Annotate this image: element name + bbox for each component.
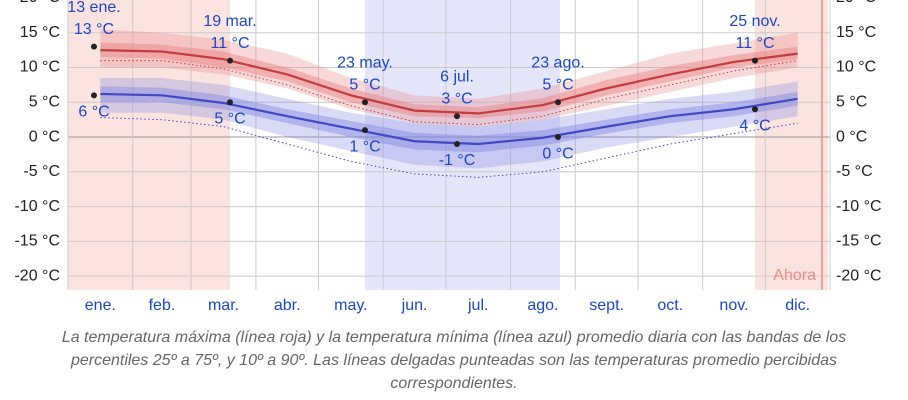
y-tick-label: 0 °C (836, 128, 867, 145)
min-marker (362, 127, 368, 134)
min-label: -1 °C (439, 152, 476, 169)
y-tick-label: -5 °C (23, 163, 60, 180)
caption: La temperatura máxima (línea roja) y la … (61, 329, 847, 392)
x-tick-label: ene. (85, 297, 116, 314)
min-label: 0 °C (542, 145, 573, 162)
y-tick-label: -10 °C (836, 198, 882, 215)
percentile-band (100, 86, 798, 153)
x-tick-label: nov. (719, 297, 748, 314)
max-marker (91, 43, 97, 50)
percentile-band (100, 42, 798, 119)
min-marker (227, 99, 233, 106)
y-tick-label: -10 °C (14, 198, 60, 215)
max-marker (227, 57, 233, 64)
min-marker (752, 106, 758, 113)
min-label: 6 °C (78, 104, 109, 121)
y-tick-label: 15 °C (20, 24, 60, 41)
x-tick-label: feb. (149, 297, 176, 314)
min-label: 5 °C (214, 111, 245, 128)
x-tick-label: dic. (785, 297, 810, 314)
max-label: 3 °C (441, 90, 472, 107)
x-tick-label: abr. (274, 297, 301, 314)
temperature-line (100, 49, 798, 115)
y-tick-label: 15 °C (836, 24, 876, 41)
date-label: 23 may. (337, 55, 393, 72)
y-tick-label: -20 °C (836, 267, 882, 284)
temperature-line (100, 92, 798, 146)
max-marker (454, 113, 460, 120)
percentile-band (100, 29, 798, 127)
y-tick-label: -15 °C (14, 233, 60, 250)
feels-like-line (100, 60, 798, 126)
x-tick-label: sept. (589, 297, 624, 314)
y-tick-label: 20 °C (20, 0, 60, 6)
min-marker (555, 134, 561, 141)
x-tick-label: jul. (467, 297, 488, 314)
y-tick-label: -15 °C (836, 233, 882, 250)
y-tick-label: 20 °C (836, 0, 876, 6)
y-tick-label: -5 °C (836, 163, 873, 180)
max-label: 11 °C (735, 35, 774, 52)
y-tick-label: 0 °C (29, 128, 60, 145)
max-label: 11 °C (210, 35, 249, 52)
percentile-band (100, 77, 798, 169)
min-marker (454, 141, 460, 147)
x-tick-label: ago. (527, 297, 558, 314)
y-tick-label: 10 °C (20, 59, 60, 76)
date-label: 13 ene. (67, 0, 120, 16)
y-tick-label: 10 °C (836, 59, 876, 76)
chart: 20 °C 20 °C 15 °C 15 °C 10 °C 10 °C 5 °C 5 °C 0 … (14, 0, 882, 314)
x-tick-label: mar. (208, 297, 239, 314)
max-label: 5 °C (542, 77, 573, 94)
min-marker (91, 92, 97, 99)
max-label: 5 °C (349, 77, 380, 94)
min-label: 1 °C (349, 138, 380, 155)
y-tick-label: -20 °C (14, 267, 60, 284)
max-label: 13 °C (74, 21, 114, 38)
date-label: 19 mar. (203, 13, 256, 30)
date-label: 25 nov. (729, 13, 780, 30)
x-tick-label: may. (334, 297, 367, 314)
x-tick-label: oct. (657, 297, 683, 314)
date-label: 6 jul. (440, 68, 474, 85)
min-label: 4 °C (739, 117, 770, 134)
max-marker (752, 57, 758, 64)
max-marker (555, 99, 561, 106)
feels-like-line (100, 117, 798, 178)
max-marker (362, 99, 368, 106)
x-tick-label: jun. (401, 297, 428, 314)
date-label: 23 ago. (531, 55, 584, 72)
y-tick-label: 5 °C (29, 94, 60, 111)
y-tick-label: 5 °C (836, 94, 867, 111)
now-label: Ahora (773, 267, 816, 284)
